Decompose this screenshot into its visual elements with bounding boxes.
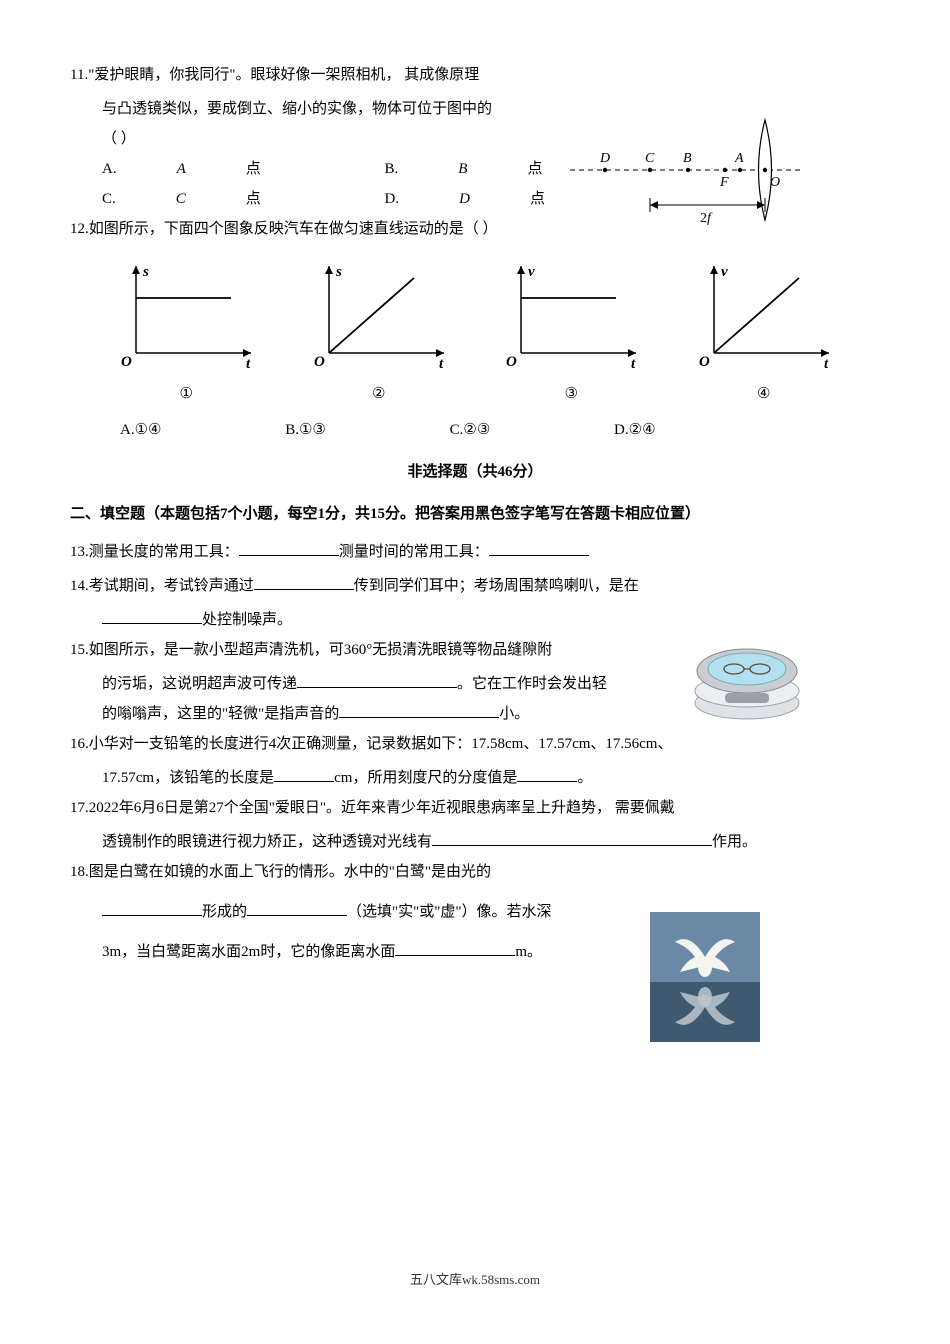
q12-text: 如图所示，下面四个图象反映汽车在做匀速直线运动的是（ ） [89,221,498,237]
svg-text:t: t [824,356,829,368]
svg-text:O: O [314,354,325,368]
lens-label-a: A [734,151,744,166]
blank [247,915,347,916]
q17-line2: 透镜制作的眼镜进行视力矫正，这种透镜对光线有作用。 [70,827,880,857]
q12-optD: D.②④ [614,415,655,445]
question-16: 16.小华对一支铅笔的长度进行4次正确测量，记录数据如下：17.58cm、17.… [70,729,880,759]
lens-label-d: D [599,151,610,166]
blank [339,717,499,718]
blank [102,623,202,624]
q12-options: A.①④ B.①③ C.②③ D.②④ [70,415,880,445]
svg-text:O: O [699,354,710,368]
graph-1-label: ① [111,379,261,409]
blank [254,589,354,590]
q11-line1: "爱护眼睛，你我同行"。眼球好像一架照相机， 其成像原理 [88,67,479,83]
blank [274,781,334,782]
section-nonchoice: 非选择题（共46分） [70,457,880,487]
svg-text:s: s [142,264,149,280]
footer: 五八文库wk.58sms.com [70,1267,880,1293]
graph-4-label: ④ [689,379,839,409]
question-13: 13.测量长度的常用工具：测量时间的常用工具： [70,537,880,567]
graph-2: s t O ② [304,258,454,409]
graph-1: s t O ① [111,258,261,409]
blank [297,687,457,688]
egret-image [650,912,760,1042]
question-14: 14.考试期间，考试铃声通过传到同学们耳中；考场周围禁鸣喇叭，是在 [70,571,880,601]
svg-text:t: t [246,356,251,368]
lens-label-f: F [719,175,729,190]
svg-text:t: t [439,356,444,368]
q12-num: 12. [70,221,89,237]
q12-graphs: s t O ① s t O ② v t O ③ [70,248,880,415]
graph-3: v t O ③ [496,258,646,409]
svg-text:s: s [335,264,342,280]
lens-label-2f: 2f [700,211,713,226]
svg-text:v: v [528,264,535,280]
svg-text:O: O [121,354,132,368]
blank [432,845,712,846]
lens-label-o: O [770,175,780,190]
svg-text:t: t [631,356,636,368]
blank [517,781,577,782]
question-11: 11."爱护眼睛，你我同行"。眼球好像一架照相机， 其成像原理 [70,60,880,90]
graph-2-label: ② [304,379,454,409]
blank [395,955,515,956]
svg-text:O: O [506,354,517,368]
svg-text:v: v [721,264,728,280]
graph-3-label: ③ [496,379,646,409]
lens-label-c: C [645,151,655,166]
ultrasonic-cleaner-image [690,631,805,723]
q12-optC: C.②③ [450,415,491,445]
question-18: 18.图是白鹭在如镜的水面上飞行的情形。水中的"白鹭"是由光的 [70,857,880,887]
blank [489,555,589,556]
q12-optA: A.①④ [120,415,161,445]
q12-optB: B.①③ [285,415,326,445]
section2-title: 二、填空题（本题包括7个小题，每空1分，共15分。把答案用黑色签字笔写在答题卡相… [70,499,880,529]
graph-4: v t O ④ [689,258,839,409]
blank [239,555,339,556]
lens-label-b: B [683,151,692,166]
question-17: 17.2022年6月6日是第27个全国"爱眼日"。近年来青少年近视眼患病率呈上升… [70,793,880,823]
q11-num: 11. [70,67,88,83]
q16-line2: 17.57cm，该铅笔的长度是cm，所用刻度尺的分度值是。 [70,763,880,793]
blank [102,915,202,916]
lens-diagram: D C B A F O 2f [570,110,800,230]
